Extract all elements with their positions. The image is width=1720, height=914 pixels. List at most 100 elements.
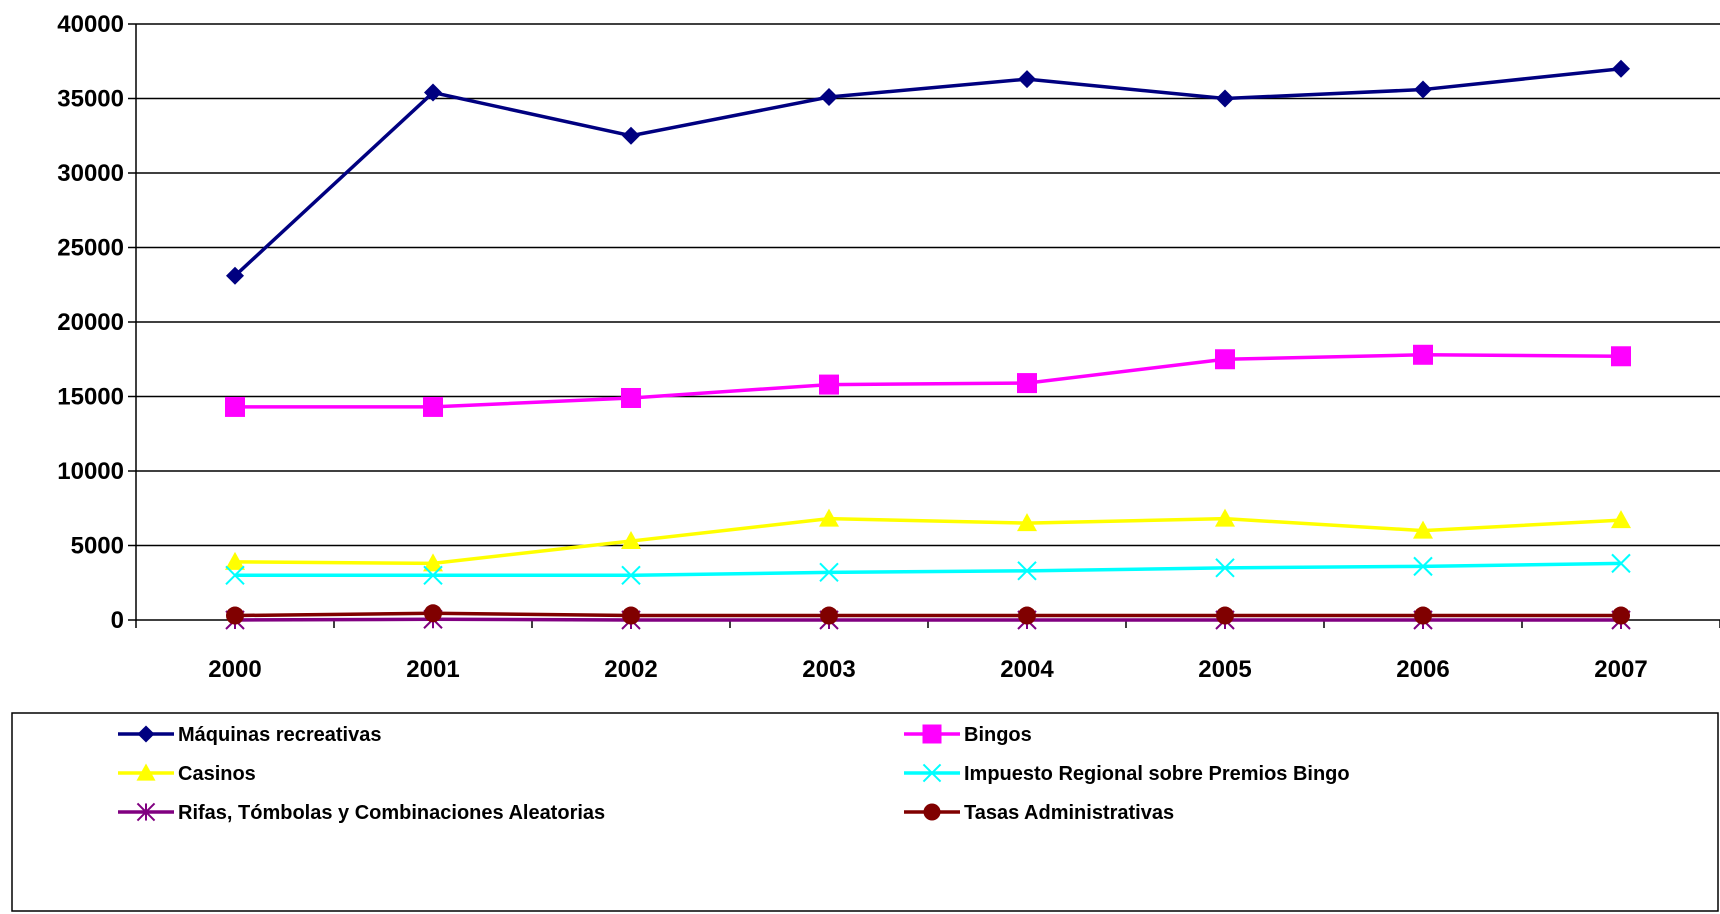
data-point — [1413, 556, 1433, 577]
x-tick-label: 2006 — [1396, 656, 1449, 683]
series-line — [234, 617, 1621, 622]
x-tick-label: 2003 — [802, 656, 855, 683]
data-point — [423, 553, 443, 572]
y-tick-label: 20000 — [57, 309, 124, 336]
y-tick-label: 30000 — [57, 160, 124, 187]
x-tick-label: 2004 — [1000, 656, 1054, 683]
legend-item: Máquinas recreativas — [118, 724, 381, 746]
data-point — [1215, 508, 1235, 527]
series-line — [233, 66, 1622, 278]
data-point — [1414, 80, 1432, 99]
legend: Máquinas recreativas Bingos Casinos Impuest… — [11, 712, 1719, 912]
legend-label: Casinos — [178, 763, 256, 785]
data-point — [1611, 553, 1631, 574]
y-tick-label: 5000 — [71, 533, 124, 560]
x-tick-label: 2005 — [1198, 656, 1251, 683]
y-tick-label: 10000 — [57, 458, 124, 485]
series-1 — [226, 59, 1630, 285]
y-tick-label: 35000 — [57, 86, 124, 113]
data-point — [1018, 606, 1036, 625]
data-point — [622, 606, 640, 625]
series-4 — [225, 553, 1631, 586]
y-tick-label: 0 — [111, 607, 124, 634]
data-point — [1017, 373, 1037, 394]
data-point — [1413, 344, 1433, 365]
data-point — [1215, 349, 1235, 370]
x-tick-label: 2002 — [604, 656, 657, 683]
y-tick-label: 40000 — [57, 11, 124, 38]
axes: 0 5000 10000 15000 20000 25000 30000 35000 40000… — [57, 11, 1720, 683]
data-point — [1018, 70, 1036, 89]
data-point — [423, 565, 443, 586]
marker-stroke — [819, 562, 839, 583]
x-tick-label: 2007 — [1594, 656, 1647, 683]
marker-stroke — [1413, 556, 1433, 577]
legend-label: Rifas, Tómbolas y Combinaciones Aleatori… — [178, 802, 605, 824]
data-point — [819, 374, 839, 395]
x-tick-label: 2001 — [406, 656, 459, 683]
y-tick-label: 15000 — [57, 384, 124, 411]
data-point — [1017, 513, 1037, 532]
marker-stroke — [423, 565, 443, 586]
data-point — [1612, 606, 1630, 625]
series-line — [235, 561, 1622, 578]
data-point — [820, 606, 838, 625]
data-point — [1413, 520, 1433, 539]
data-point — [820, 88, 838, 107]
legend-item: Impuesto Regional sobre Premios Bingo — [904, 763, 1350, 785]
legend-label: Bingos — [964, 724, 1032, 746]
data-point — [226, 606, 244, 625]
gridlines — [136, 23, 1720, 547]
data-point — [1017, 561, 1037, 581]
marker-stroke — [1215, 558, 1235, 578]
series-2 — [225, 344, 1631, 417]
data-point — [922, 724, 942, 744]
data-point — [1216, 89, 1234, 108]
series-3 — [225, 508, 1631, 572]
series-6 — [226, 604, 1630, 625]
x-tick-label: 2000 — [208, 656, 261, 683]
data-point — [621, 387, 641, 408]
legend-label: Tasas Administrativas — [964, 802, 1174, 824]
data-point — [1612, 59, 1630, 78]
data-point — [1611, 510, 1631, 529]
data-point — [225, 551, 245, 570]
data-point — [136, 763, 156, 781]
data-point — [225, 396, 245, 417]
legend-label: Máquinas recreativas — [178, 724, 381, 746]
data-point — [1414, 606, 1432, 625]
legend-box — [11, 712, 1719, 912]
legend-label: Impuesto Regional sobre Premios Bingo — [964, 763, 1350, 785]
data-point — [819, 508, 839, 527]
marker-stroke — [1611, 553, 1631, 574]
data-point — [621, 531, 641, 550]
data-point — [424, 83, 442, 102]
legend-item: Tasas Administrativas — [904, 802, 1174, 824]
series-line — [234, 611, 1621, 618]
data-point — [137, 725, 155, 743]
data-point — [225, 565, 245, 586]
marker-stroke — [225, 565, 245, 586]
data-point — [621, 565, 641, 586]
data-point — [423, 396, 443, 417]
marker-stroke — [922, 763, 942, 783]
data-point — [136, 802, 156, 822]
legend-item: Rifas, Tómbolas y Combinaciones Aleatori… — [118, 802, 605, 824]
data-point — [819, 562, 839, 583]
data-point — [424, 604, 442, 623]
series-layer — [225, 59, 1631, 630]
marker-stroke — [1017, 561, 1037, 581]
data-point — [1216, 606, 1234, 625]
data-point — [226, 266, 244, 285]
series-line — [234, 516, 1622, 566]
data-point — [923, 803, 941, 821]
y-tick-label: 25000 — [57, 235, 124, 262]
series-line — [235, 353, 1622, 409]
data-point — [622, 126, 640, 145]
legend-item: Casinos — [118, 763, 256, 785]
data-point — [1611, 346, 1631, 367]
data-point — [922, 763, 942, 783]
marker-stroke — [621, 565, 641, 586]
legend-item: Bingos — [904, 724, 1032, 746]
